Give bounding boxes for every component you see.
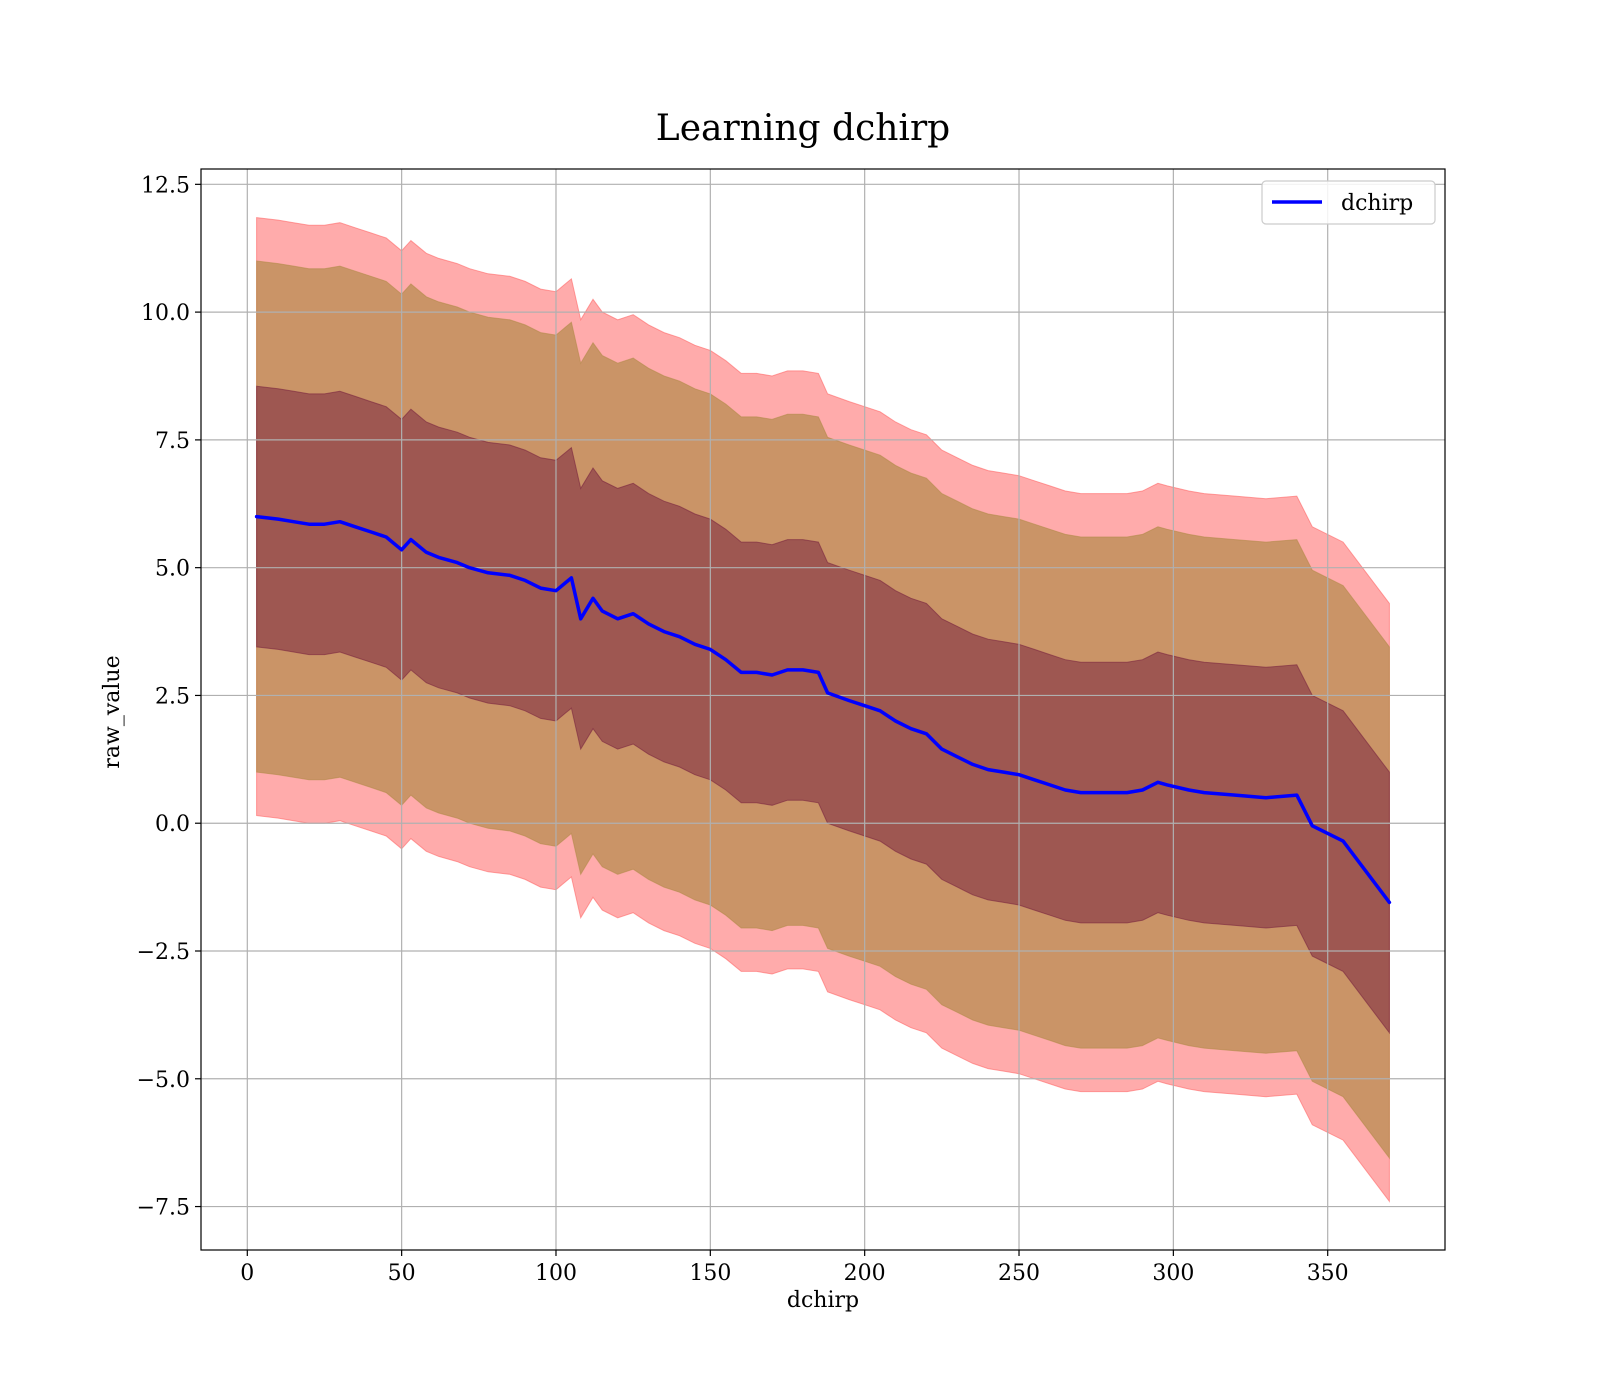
x-axis-label: dchirp [787,1288,859,1313]
confidence-bands [256,217,1390,1203]
y-tick-label: 12.5 [141,173,190,198]
y-tick-label: 7.5 [155,429,190,454]
chart-title: Learning dchirp [656,108,950,149]
y-tick-label: 10.0 [141,301,190,326]
y-axis-label: raw_value [100,655,125,768]
x-tick-label: 50 [388,1261,416,1286]
plot-area [200,168,1446,1251]
y-tick-label: 5.0 [155,557,190,582]
x-axis: 0 50 100 150 200 250 300 350 [240,1250,1349,1286]
y-tick-label: −5.0 [137,1068,190,1093]
band-inner [256,385,1390,1035]
grid-lines [201,169,1445,1250]
x-tick-label: 150 [689,1261,731,1286]
legend-label-dchirp: dchirp [1341,191,1413,216]
y-tick-label: −7.5 [137,1196,190,1221]
x-tick-label: 100 [535,1261,577,1286]
y-tick-label: 2.5 [155,684,190,709]
legend-box [1261,180,1436,225]
y-tick-label: −2.5 [137,940,190,965]
legend: dchirp [1261,180,1436,225]
series-line-dchirp [254,514,1392,905]
y-tick-label: 0.0 [155,812,190,837]
series-lines [254,514,1392,905]
plot-frame [200,168,1446,1251]
x-tick-label: 300 [1152,1261,1194,1286]
x-tick-label: 250 [998,1261,1040,1286]
x-tick-label: 350 [1307,1261,1349,1286]
x-tick-label: 200 [844,1261,886,1286]
y-axis: 12.5 10.0 7.5 5.0 2.5 0.0 −2.5 −5.0 −7.5 [137,173,201,1221]
x-tick-label: 0 [240,1261,254,1286]
